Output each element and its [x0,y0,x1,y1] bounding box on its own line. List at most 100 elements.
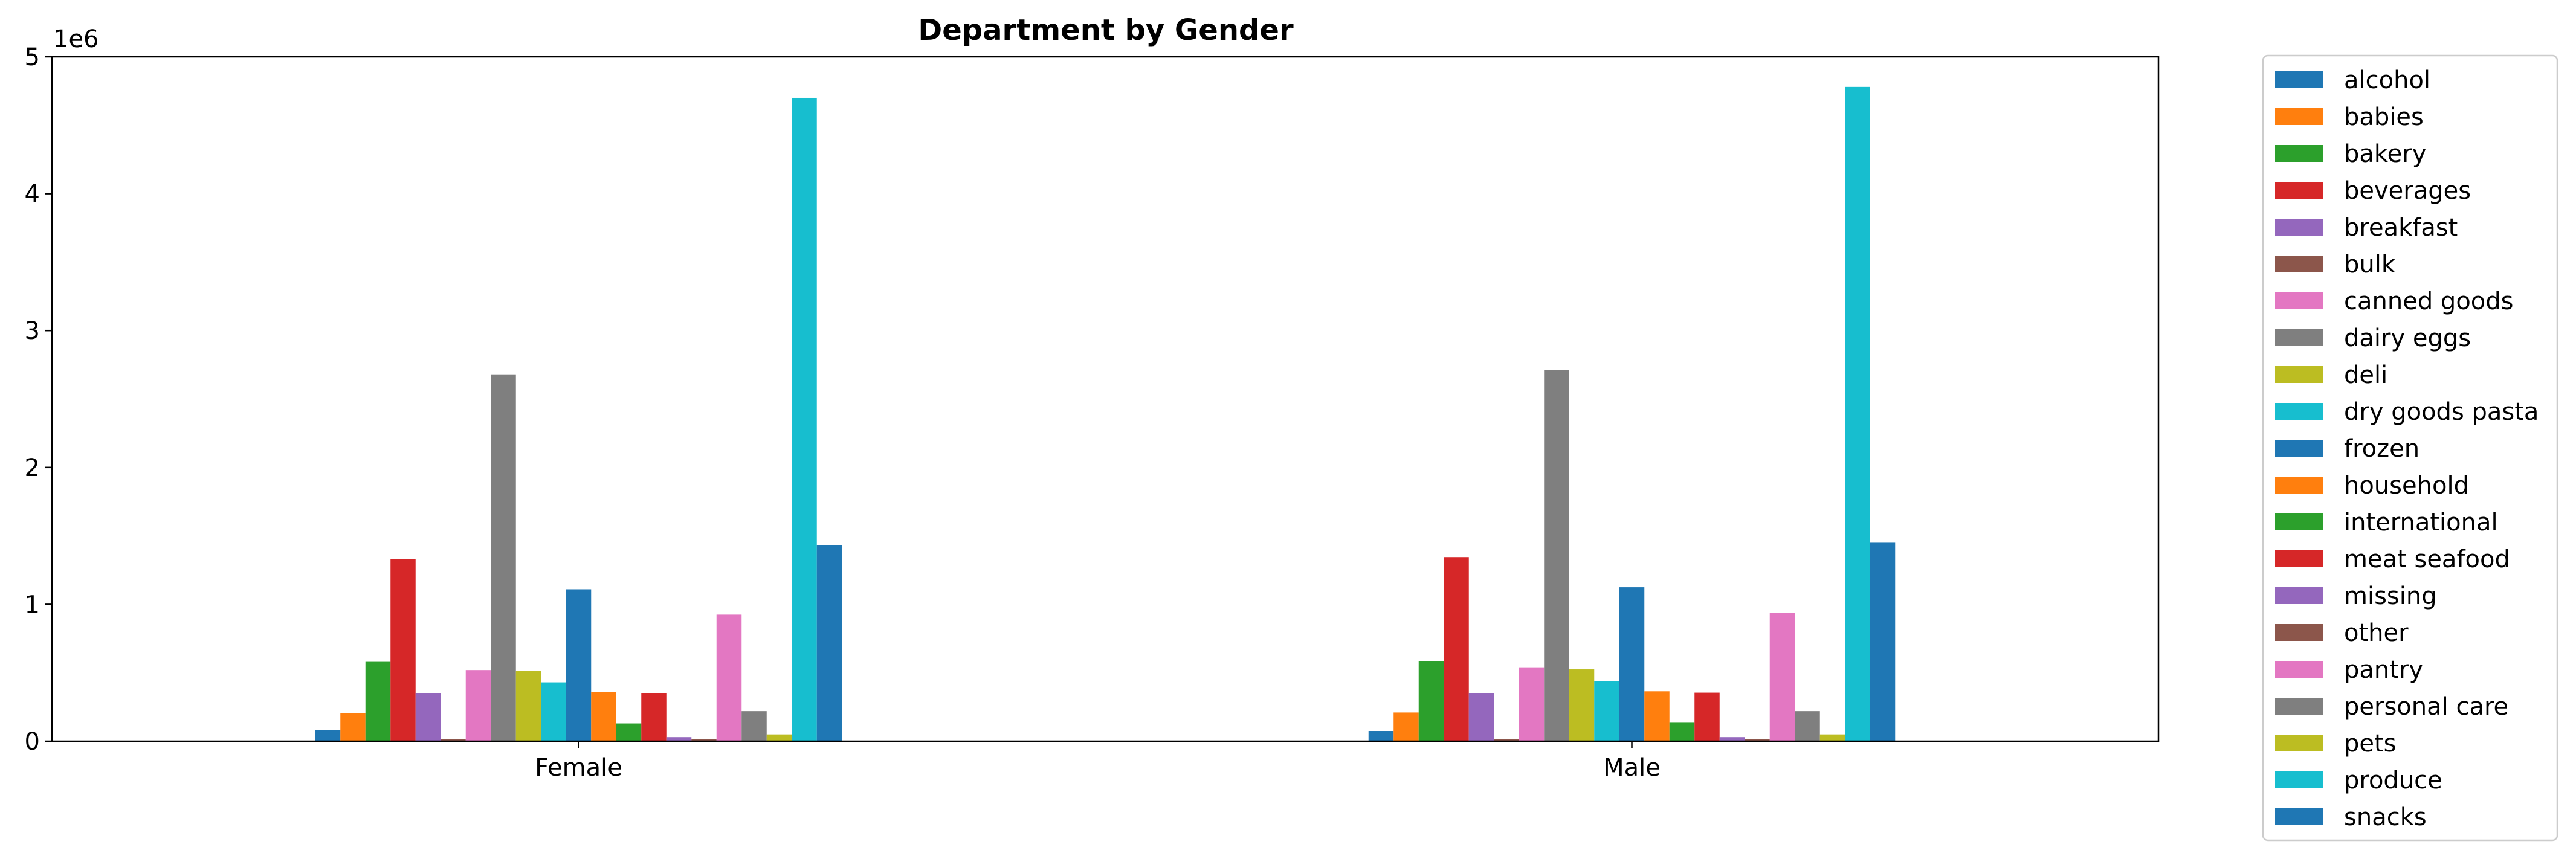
legend-swatch-dairy-eggs [2275,329,2323,346]
legend-swatch-breakfast [2275,219,2323,236]
y-tick-label: 2 [25,454,40,482]
y-tick-label: 0 [25,728,40,756]
bar-household-female [591,692,616,741]
legend-label-international: international [2344,509,2498,536]
bar-other-male [1745,739,1770,741]
legend-swatch-other [2275,624,2323,641]
plot-frame [51,56,2160,742]
bar-international-female [616,723,642,741]
legend-label-dry-goods-pasta: dry goods pasta [2344,398,2539,426]
bar-meat-seafood-female [641,693,667,741]
legend-label-canned-goods: canned goods [2344,288,2514,315]
legend: alcohol babies bakery beverages breakfast bul… [2262,54,2558,842]
bar-pets-male [1819,734,1845,741]
legend-label-breakfast: breakfast [2344,214,2458,242]
bar-produce-male [1845,86,1870,742]
bar-babies-female [340,713,366,741]
bar-frozen-male [1619,587,1645,741]
axes-layer: 0 1 2 3 4 5 Female Male [25,43,2160,782]
legend-frame [2262,54,2558,842]
bar-missing-female [666,737,692,741]
bar-bulk-male [1494,739,1519,741]
legend-label-missing: missing [2344,582,2437,610]
legend-swatch-household [2275,477,2323,494]
legend-swatch-canned-goods [2275,292,2323,309]
y-tick-label: 3 [25,317,40,345]
bar-deli-female [515,671,541,741]
legend-swatch-pantry [2275,661,2323,678]
legend-swatch-deli [2275,366,2323,383]
legend-swatch-dry-goods-pasta [2275,403,2323,420]
bar-frozen-female [566,589,592,741]
bar-breakfast-female [415,693,441,741]
y-tick-label: 5 [25,43,40,71]
legend-swatch-international [2275,513,2323,530]
bar-dairy-eggs-male [1544,370,1569,741]
bar-breakfast-male [1468,693,1494,741]
legend-swatch-snacks [2275,808,2323,825]
bar-snacks-male [1870,542,1896,741]
legend-swatch-produce [2275,771,2323,788]
y-tick-label: 4 [25,181,40,208]
legend-label-bakery: bakery [2344,140,2426,168]
bar-pets-female [766,734,792,741]
bar-dry-goods-pasta-female [541,682,566,741]
bar-beverages-female [390,559,416,741]
legend-label-other: other [2344,619,2409,647]
bar-snacks-female [816,545,842,741]
legend-label-dairy-eggs: dairy eggs [2344,324,2471,352]
legend-label-household: household [2344,472,2469,500]
legend-label-frozen: frozen [2344,435,2419,463]
legend-swatch-bakery [2275,145,2323,162]
bar-pantry-male [1769,613,1795,741]
bar-personal-care-male [1795,711,1820,741]
bar-household-male [1644,691,1670,741]
bar-babies-male [1393,712,1419,741]
legend-swatch-pets [2275,735,2323,751]
x-tick-label-male: Male [1603,754,1661,782]
bar-pantry-female [716,614,742,741]
bar-canned-goods-male [1519,667,1545,741]
bar-personal-care-female [741,711,767,741]
legend-label-produce: produce [2344,767,2442,794]
bar-other-female [691,739,717,741]
bar-missing-male [1719,737,1745,741]
bar-beverages-male [1444,557,1469,741]
legend-swatch-beverages [2275,182,2323,199]
bar-bakery-male [1418,661,1444,741]
legend-label-pets: pets [2344,730,2397,758]
bar-canned-goods-female [465,670,491,741]
chart-title: Department by Gender [918,13,1294,47]
legend-swatch-personal-care [2275,698,2323,715]
legend-swatch-babies [2275,108,2323,125]
legend-swatch-bulk [2275,256,2323,272]
bar-meat-seafood-male [1694,692,1720,741]
bar-deli-male [1569,669,1595,741]
bar-bulk-female [441,739,466,741]
bar-alcohol-male [1368,731,1394,741]
legend-label-personal-care: personal care [2344,693,2508,721]
y-tick-label: 1 [25,591,40,619]
bar-alcohol-female [315,730,341,741]
legend-label-beverages: beverages [2344,177,2471,205]
legend-label-deli: deli [2344,361,2387,389]
bar-dry-goods-pasta-male [1594,681,1619,741]
legend-swatch-meat-seafood [2275,550,2323,567]
legend-label-snacks: snacks [2344,803,2427,831]
bar-bakery-female [365,661,391,741]
bar-international-male [1669,722,1695,741]
bar-produce-female [792,97,817,742]
legend-swatch-frozen [2275,440,2323,457]
x-tick-label-female: Female [535,754,622,782]
legend-label-babies: babies [2344,103,2424,131]
bar-dairy-eggs-female [491,374,516,741]
legend-label-pantry: pantry [2344,656,2423,684]
legend-label-bulk: bulk [2344,251,2396,278]
y-multiplier-label: 1e6 [53,25,99,53]
legend-swatch-missing [2275,587,2323,604]
bars-layer [315,86,1896,742]
legend-label-alcohol: alcohol [2344,66,2430,94]
legend-swatch-alcohol [2275,71,2323,88]
